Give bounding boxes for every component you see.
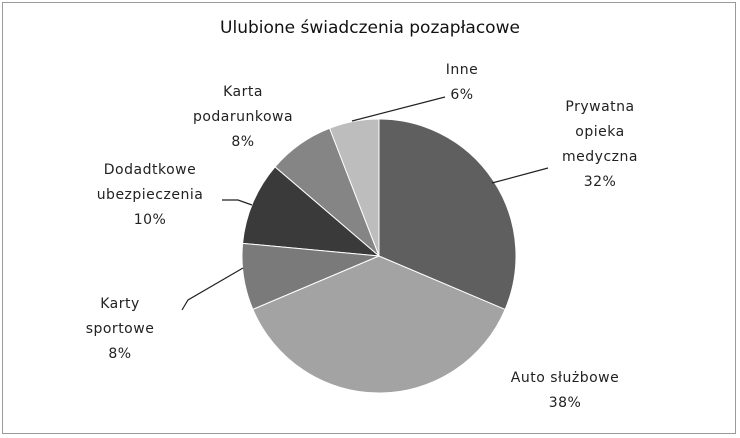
chart-title: Ulubione świadczenia pozapłacowe xyxy=(220,18,520,38)
pie-slice xyxy=(252,255,506,394)
pie-slice xyxy=(378,118,517,311)
leader-line xyxy=(222,199,253,206)
category-label: Prywatna opieka medyczna xyxy=(562,99,638,165)
leader-line xyxy=(491,167,549,184)
leader-line xyxy=(351,96,446,122)
data-label: Auto służbowe 38% xyxy=(495,366,635,416)
data-label: Prywatna opieka medyczna 32% xyxy=(554,95,646,195)
category-label: Karty sportowe xyxy=(85,296,155,337)
value-label: 8% xyxy=(108,346,132,362)
data-label: Dodadtkowe ubezpieczenia 10% xyxy=(75,158,225,233)
value-label: 32% xyxy=(583,174,617,190)
value-label: 38% xyxy=(548,395,582,411)
value-label: 8% xyxy=(231,134,255,150)
category-label: Karta podarunkowa xyxy=(192,84,294,125)
pie-slice xyxy=(242,166,381,257)
value-label: 6% xyxy=(450,87,474,103)
data-label: Karta podarunkowa 8% xyxy=(183,80,303,155)
data-label: Inne 6% xyxy=(432,58,492,108)
leader-line xyxy=(181,267,244,311)
category-label: Dodadtkowe ubezpieczenia xyxy=(96,162,204,203)
chart-frame xyxy=(2,2,736,434)
value-label: 10% xyxy=(133,212,167,228)
category-label: Inne xyxy=(445,62,479,78)
data-label: Karty sportowe 8% xyxy=(74,292,166,367)
category-label: Auto służbowe xyxy=(510,370,620,386)
